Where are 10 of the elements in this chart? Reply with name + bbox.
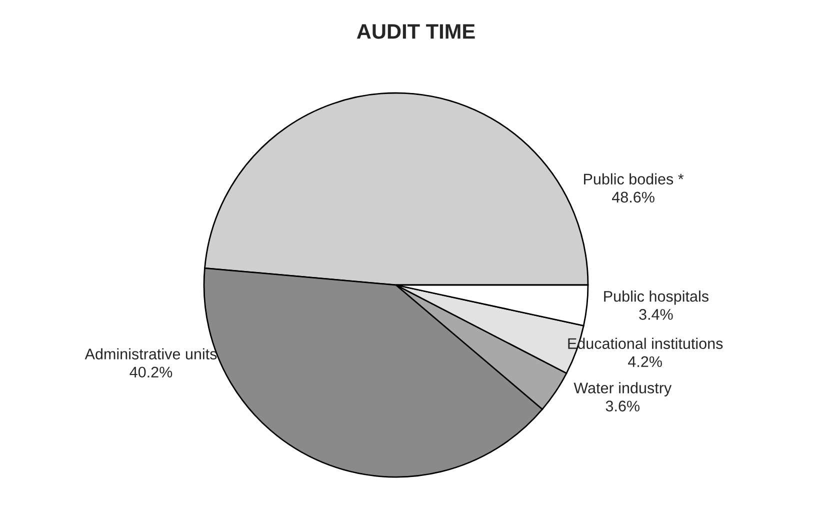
data-label: 3.4% xyxy=(639,309,673,320)
slice-label: Water industry xyxy=(574,382,672,396)
data-label: 40.2% xyxy=(130,366,172,378)
slice-label: Administrative units xyxy=(84,348,217,360)
data-label: 48.6% xyxy=(612,192,654,203)
slice-label: Public hospitals xyxy=(604,290,708,305)
data-label: 4.2% xyxy=(628,356,662,368)
slice-label: Public bodies * xyxy=(584,173,684,185)
data-label: 3.6% xyxy=(606,400,640,412)
chart-title: AUDIT TIME xyxy=(356,24,475,39)
